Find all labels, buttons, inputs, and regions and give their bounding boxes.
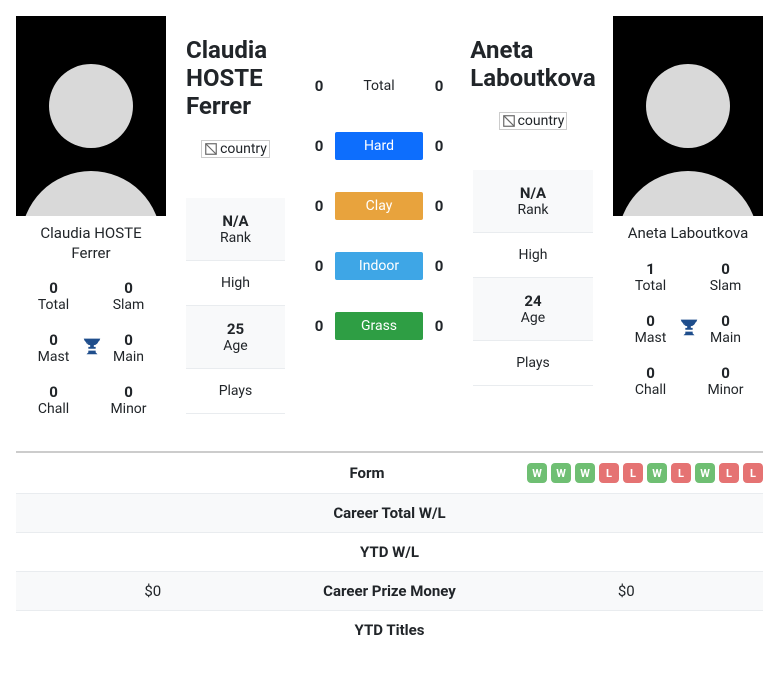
stat-minor-left: 0 Minor	[91, 375, 166, 427]
stat-slam-right: 0 Slam	[688, 252, 763, 304]
player-heading-right: Aneta Laboutkova	[470, 36, 595, 92]
stat-grid-left: 0 Total 0 Slam 0 Mast 0 Main 0 Chall	[16, 271, 166, 427]
player-card-left: Claudia HOSTE Ferrer 0 Total 0 Slam 0 Ma…	[16, 16, 166, 427]
broken-image-icon	[502, 114, 516, 128]
surface-column: 0 Total 0 0 Hard 0 0 Clay 0 0 Indoor 0 0…	[309, 16, 449, 356]
broken-image-icon	[204, 142, 218, 156]
info-high-left: High	[186, 261, 285, 306]
trophy-icon	[678, 316, 700, 338]
player-card-right: Aneta Laboutkova 1 Total 0 Slam 0 Mast 0…	[613, 16, 763, 408]
stat-mast-left: 0 Mast	[16, 323, 91, 375]
compare-row-prize: $0 Career Prize Money $0	[16, 572, 763, 611]
form-badge-win: W	[575, 463, 595, 483]
form-badges-right: WWWLLWLWLL	[467, 463, 763, 483]
compare-table: Form WWWLLWLWLL Career Total W/L YTD W/L…	[16, 453, 763, 649]
country-flag-right: country	[499, 112, 568, 130]
surface-row-total: 0 Total 0	[309, 72, 449, 100]
info-rank-right: N/A Rank	[473, 170, 593, 233]
form-badge-win: W	[527, 463, 547, 483]
form-badge-loss: L	[599, 463, 619, 483]
surface-row-grass: 0 Grass 0	[309, 312, 449, 340]
compare-row-career-wl: Career Total W/L	[16, 494, 763, 533]
info-age-left: 25 Age	[186, 306, 285, 369]
right-info-col: Aneta Laboutkova country N/A Rank High 2…	[473, 16, 593, 386]
stat-mast-right: 0 Mast	[613, 304, 688, 356]
stat-slam-left: 0 Slam	[91, 271, 166, 323]
stat-minor-right: 0 Minor	[688, 356, 763, 408]
player-name-right: Aneta Laboutkova	[613, 216, 763, 252]
surface-row-clay: 0 Clay 0	[309, 192, 449, 220]
form-badge-loss: L	[623, 463, 643, 483]
country-flag-left: country	[201, 140, 270, 158]
info-rank-left: N/A Rank	[186, 198, 285, 261]
player-name-left: Claudia HOSTE Ferrer	[16, 216, 166, 271]
stat-grid-right: 1 Total 0 Slam 0 Mast 0 Main 0 Chall	[613, 252, 763, 408]
player-photo-left	[16, 16, 166, 216]
form-badge-loss: L	[719, 463, 739, 483]
info-age-right: 24 Age	[473, 278, 593, 341]
trophy-icon	[81, 335, 103, 357]
compare-row-form: Form WWWLLWLWLL	[16, 453, 763, 494]
info-plays-left: Plays	[186, 369, 285, 414]
stat-total-left: 0 Total	[16, 271, 91, 323]
left-info-col: Claudia HOSTE Ferrer country N/A Rank Hi…	[186, 16, 285, 414]
surface-row-hard: 0 Hard 0	[309, 132, 449, 160]
form-badge-win: W	[695, 463, 715, 483]
form-badge-win: W	[551, 463, 571, 483]
form-badge-loss: L	[743, 463, 763, 483]
stat-total-right: 1 Total	[613, 252, 688, 304]
compare-row-ytd-wl: YTD W/L	[16, 533, 763, 572]
form-badge-win: W	[647, 463, 667, 483]
form-badge-loss: L	[671, 463, 691, 483]
player-heading-left: Claudia HOSTE Ferrer	[186, 36, 285, 120]
info-list-right: N/A Rank High 24 Age Plays	[473, 170, 593, 386]
surface-row-indoor: 0 Indoor 0	[309, 252, 449, 280]
top-row: Claudia HOSTE Ferrer 0 Total 0 Slam 0 Ma…	[16, 16, 763, 427]
info-high-right: High	[473, 233, 593, 278]
stat-chall-left: 0 Chall	[16, 375, 91, 427]
info-plays-right: Plays	[473, 341, 593, 386]
player-photo-right	[613, 16, 763, 216]
compare-row-ytd-titles: YTD Titles	[16, 611, 763, 649]
stat-chall-right: 0 Chall	[613, 356, 688, 408]
info-list-left: N/A Rank High 25 Age Plays	[186, 198, 285, 414]
